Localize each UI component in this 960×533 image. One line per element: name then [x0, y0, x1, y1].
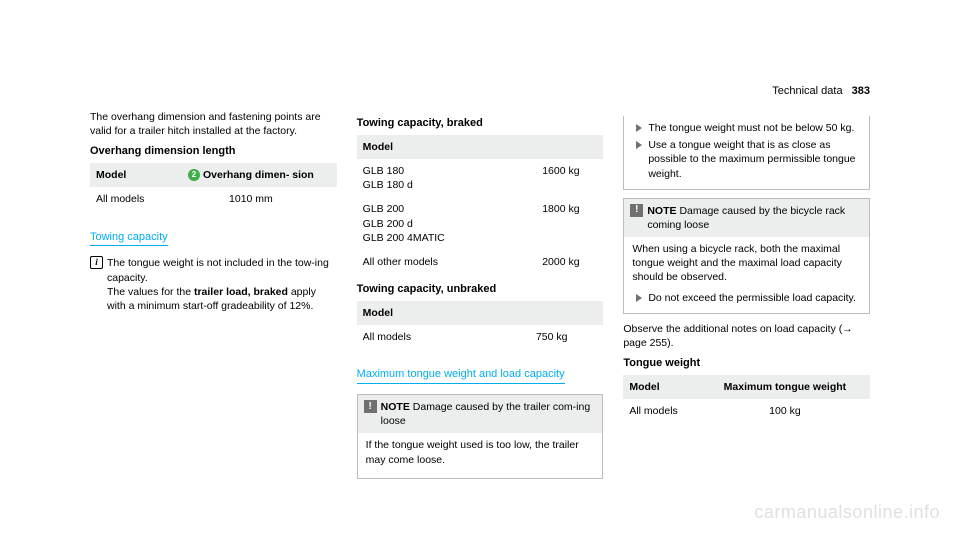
max-tongue-heading: Maximum tongue weight and load capacity: [357, 367, 565, 384]
table-cell: All models: [90, 187, 165, 211]
table-header: Maximum tongue weight: [700, 375, 870, 399]
table-cell: GLB 200 GLB 200 d GLB 200 4MATIC: [357, 197, 519, 250]
section-title: Technical data: [772, 85, 842, 97]
table-header: [500, 301, 603, 325]
towing-unbraked-table: Model All models 750 kg: [357, 301, 604, 349]
note-head: ! NOTE Damage caused by the bicycle rack…: [624, 199, 869, 237]
note-body: If the tongue weight used is too low, th…: [358, 433, 603, 477]
warning-icon: !: [364, 400, 377, 413]
marker-icon: 2: [188, 169, 200, 181]
table-cell: 2000 kg: [518, 250, 603, 274]
note-head: ! NOTE Damage caused by the trailer com‐…: [358, 395, 603, 433]
table-cell: All other models: [357, 250, 519, 274]
bullet-item: The tongue weight must not be below 50 k…: [632, 121, 861, 135]
warning-icon: !: [630, 204, 643, 217]
table-cell: All models: [623, 399, 699, 423]
info-text-1: The tongue weight is not included in the…: [107, 257, 329, 283]
note-box-continued: The tongue weight must not be below 50 k…: [623, 116, 870, 190]
table-header: 2Overhang dimen‐ sion: [165, 163, 337, 187]
towing-unbraked-heading: Towing capacity, unbraked: [357, 282, 604, 297]
overhang-table: Model 2Overhang dimen‐ sion All models 1…: [90, 163, 337, 211]
triangle-bullet-icon: [636, 124, 642, 132]
column-3: The tongue weight must not be below 50 k…: [623, 110, 870, 510]
table-header: Model: [357, 135, 519, 159]
manual-page: Technical data 383 The overhang dimensio…: [0, 0, 960, 533]
note-box-trailer: ! NOTE Damage caused by the trailer com‐…: [357, 394, 604, 479]
info-block: i The tongue weight is not included in t…: [90, 256, 337, 313]
towing-capacity-heading: Towing capacity: [90, 230, 168, 247]
column-1: The overhang dimension and fastening poi…: [90, 110, 337, 510]
note-body: The tongue weight must not be below 50 k…: [624, 116, 869, 189]
triangle-bullet-icon: [636, 294, 642, 302]
page-header: Technical data 383: [772, 85, 870, 97]
towing-braked-table: Model GLB 180 GLB 180 d 1600 kg: [357, 135, 604, 274]
towing-braked-heading: Towing capacity, braked: [357, 116, 604, 131]
triangle-bullet-icon: [636, 141, 642, 149]
table-header: [518, 135, 603, 159]
intro-text: The overhang dimension and fastening poi…: [90, 110, 337, 138]
table-header: Model: [357, 301, 500, 325]
table-header: Model: [623, 375, 699, 399]
table-header: Model: [90, 163, 165, 187]
note-body: When using a bicycle rack, both the maxi…: [624, 237, 869, 313]
info-icon: i: [90, 256, 103, 269]
table-cell: 100 kg: [700, 399, 870, 423]
bullet-item: Do not exceed the permissible load capac…: [632, 291, 861, 305]
content-columns: The overhang dimension and fastening poi…: [90, 110, 870, 510]
table-cell: 1010 mm: [165, 187, 337, 211]
watermark: carmanualsonline.info: [754, 502, 940, 523]
note-box-bicycle: ! NOTE Damage caused by the bicycle rack…: [623, 198, 870, 314]
table-cell: GLB 180 GLB 180 d: [357, 159, 519, 197]
column-2: Towing capacity, braked Model GLB 180 GL…: [357, 110, 604, 510]
overhang-heading: Overhang dimension length: [90, 144, 337, 159]
tongue-weight-heading: Tongue weight: [623, 356, 870, 371]
table-cell: 750 kg: [500, 325, 603, 349]
bullet-item: Use a tongue weight that is as close as …: [632, 138, 861, 181]
tongue-weight-table: Model Maximum tongue weight All models 1…: [623, 375, 870, 423]
observe-text: Observe the additional notes on load cap…: [623, 322, 870, 350]
table-cell: 1600 kg: [518, 159, 603, 197]
page-number: 383: [852, 85, 870, 97]
table-cell: 1800 kg: [518, 197, 603, 250]
table-cell: All models: [357, 325, 500, 349]
info-text-2: The values for the trailer load, braked …: [107, 286, 316, 312]
